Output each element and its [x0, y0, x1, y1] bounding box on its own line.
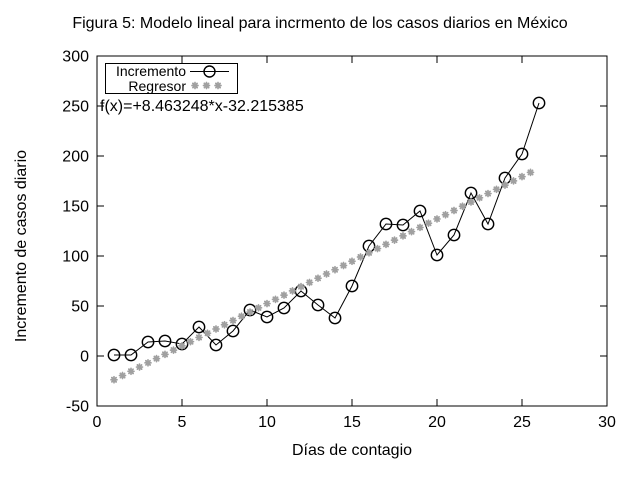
x-tick-labels: 0 5 10 15 20 25 30	[93, 414, 616, 431]
legend-label-incremento: Incremento	[115, 63, 186, 80]
x-tick-label: 25	[513, 414, 531, 431]
legend-sample-line-circle-icon	[190, 65, 229, 78]
incremento-points	[107, 96, 546, 362]
y-tick-label: 300	[62, 49, 89, 66]
x-tick-label: 5	[178, 414, 187, 431]
y-tick-labels: -50 0 50 100 150 200 250 300	[62, 49, 89, 416]
y-tick-label: 50	[71, 299, 89, 316]
legend-box: Incremento Regresor	[105, 63, 238, 94]
y-tick-label: 250	[62, 99, 89, 116]
fit-equation-annotation: f(x)=+8.463248*x-32.215385	[100, 98, 304, 115]
legend-label-regresor: Regresor	[128, 77, 186, 94]
x-tick-label: 30	[598, 414, 616, 431]
legend-entry-incremento: Incremento	[106, 64, 237, 78]
chart-title: Figura 5: Modelo lineal para incrmento d…	[72, 15, 568, 32]
y-tick-label: -50	[66, 399, 89, 416]
x-tick-label: 0	[93, 414, 102, 431]
y-tick-label: 100	[62, 249, 89, 266]
y-tick-label: 150	[62, 199, 89, 216]
x-axis-label: Días de contagio	[291, 442, 413, 459]
incremento-line	[114, 102, 540, 356]
axis-ticks	[96, 55, 608, 407]
y-tick-label: 0	[80, 349, 89, 366]
x-tick-label: 15	[343, 414, 361, 431]
x-tick-label: 10	[258, 414, 276, 431]
legend-sample-gray-dots-icon	[191, 81, 222, 90]
y-tick-label: 200	[62, 149, 89, 166]
legend-entry-regresor: Regresor	[106, 79, 237, 93]
y-axis-label: Incremento de casos diario	[13, 149, 30, 343]
x-tick-label: 20	[428, 414, 446, 431]
regresor-points	[110, 168, 535, 384]
